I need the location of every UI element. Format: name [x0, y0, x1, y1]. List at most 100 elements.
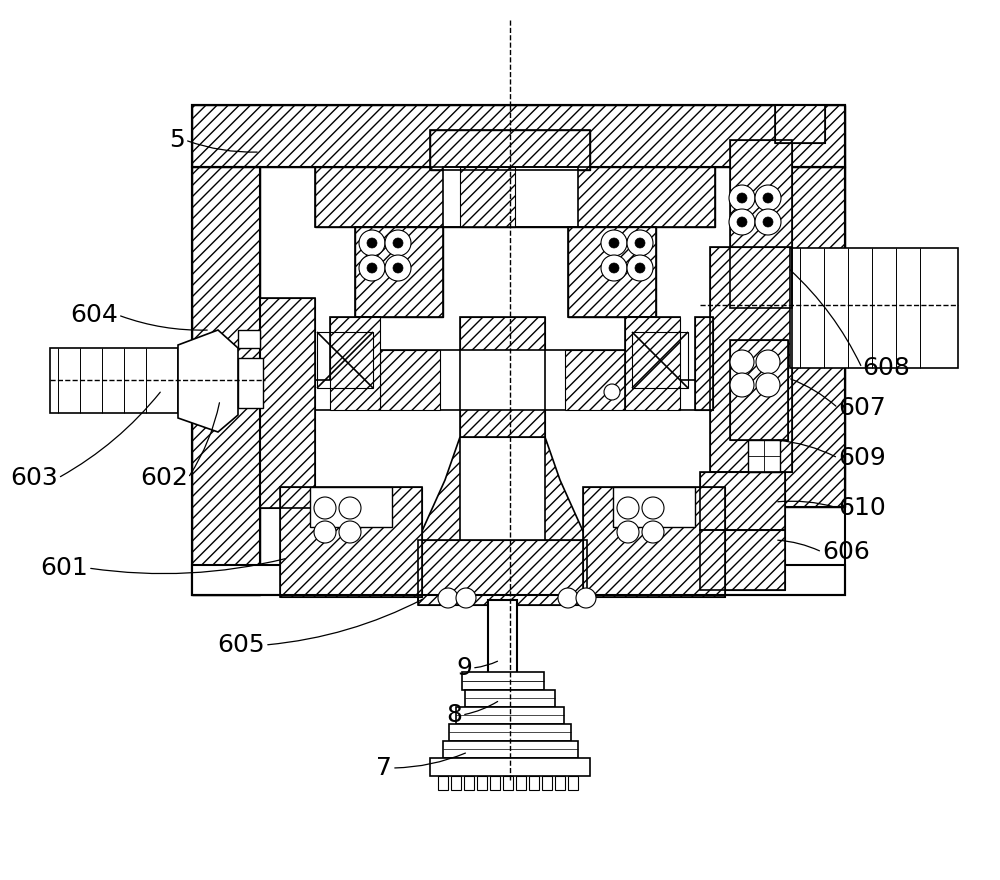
- Bar: [280, 487, 422, 597]
- Bar: [488, 600, 502, 675]
- Bar: [50, 348, 178, 413]
- Bar: [632, 332, 688, 388]
- Bar: [449, 724, 571, 741]
- Bar: [695, 317, 713, 410]
- Circle shape: [609, 263, 619, 273]
- Bar: [613, 487, 695, 527]
- Circle shape: [367, 238, 377, 248]
- Text: 7: 7: [376, 756, 392, 780]
- Bar: [460, 167, 515, 227]
- Bar: [438, 776, 448, 790]
- Bar: [568, 776, 578, 790]
- Bar: [418, 540, 587, 605]
- Text: 610: 610: [838, 496, 886, 520]
- Bar: [465, 690, 555, 707]
- Circle shape: [314, 521, 336, 543]
- Bar: [418, 540, 587, 605]
- Circle shape: [763, 217, 773, 227]
- Bar: [192, 565, 845, 595]
- Bar: [460, 317, 545, 437]
- Bar: [490, 776, 500, 790]
- Bar: [477, 776, 487, 790]
- Circle shape: [558, 588, 578, 608]
- Circle shape: [601, 230, 627, 256]
- Bar: [192, 167, 260, 595]
- Bar: [700, 472, 785, 530]
- Bar: [583, 487, 725, 597]
- Bar: [192, 105, 845, 167]
- Circle shape: [393, 263, 403, 273]
- Bar: [315, 167, 715, 227]
- Bar: [565, 350, 625, 410]
- Bar: [516, 776, 526, 790]
- Circle shape: [339, 521, 361, 543]
- Text: 606: 606: [822, 540, 870, 564]
- Text: 603: 603: [10, 466, 58, 490]
- Bar: [730, 340, 788, 440]
- Bar: [777, 167, 845, 507]
- Text: 607: 607: [838, 396, 886, 420]
- Circle shape: [756, 373, 780, 397]
- Bar: [280, 487, 422, 597]
- Bar: [380, 350, 440, 410]
- Circle shape: [635, 238, 645, 248]
- Bar: [464, 776, 474, 790]
- Circle shape: [730, 350, 754, 374]
- Bar: [260, 298, 315, 508]
- Bar: [430, 758, 590, 776]
- Bar: [192, 167, 260, 595]
- Bar: [503, 776, 513, 790]
- Text: 5: 5: [169, 128, 185, 152]
- Circle shape: [635, 263, 645, 273]
- Bar: [260, 298, 315, 508]
- Circle shape: [385, 255, 411, 281]
- Bar: [730, 140, 792, 308]
- Circle shape: [438, 588, 458, 608]
- Bar: [583, 487, 725, 597]
- Text: 605: 605: [217, 633, 265, 657]
- Bar: [730, 340, 788, 440]
- Bar: [443, 741, 578, 758]
- Bar: [710, 247, 792, 472]
- Bar: [192, 105, 845, 167]
- Circle shape: [576, 588, 596, 608]
- Bar: [488, 600, 517, 675]
- Circle shape: [604, 384, 620, 400]
- Circle shape: [730, 373, 754, 397]
- Bar: [462, 672, 544, 690]
- Circle shape: [339, 497, 361, 519]
- Bar: [451, 776, 461, 790]
- Circle shape: [737, 193, 747, 203]
- Circle shape: [627, 230, 653, 256]
- Bar: [443, 167, 578, 227]
- Circle shape: [601, 255, 627, 281]
- Circle shape: [627, 255, 653, 281]
- Polygon shape: [178, 330, 238, 432]
- Circle shape: [737, 217, 747, 227]
- Bar: [568, 227, 656, 317]
- Bar: [775, 105, 825, 143]
- Bar: [430, 130, 590, 170]
- Circle shape: [729, 209, 755, 235]
- Bar: [456, 707, 564, 724]
- Polygon shape: [418, 437, 460, 600]
- Circle shape: [385, 230, 411, 256]
- Text: 608: 608: [862, 356, 910, 380]
- Bar: [695, 317, 713, 410]
- Bar: [330, 317, 380, 410]
- Bar: [777, 167, 845, 507]
- Bar: [380, 350, 625, 410]
- Bar: [555, 776, 565, 790]
- Circle shape: [314, 497, 336, 519]
- Polygon shape: [305, 317, 380, 410]
- Text: 8: 8: [446, 703, 462, 727]
- Circle shape: [755, 185, 781, 211]
- Circle shape: [756, 350, 780, 374]
- Bar: [700, 530, 785, 590]
- Circle shape: [359, 255, 385, 281]
- Circle shape: [617, 521, 639, 543]
- Bar: [529, 776, 539, 790]
- Bar: [568, 227, 656, 317]
- Text: 609: 609: [838, 446, 886, 470]
- Bar: [790, 248, 958, 368]
